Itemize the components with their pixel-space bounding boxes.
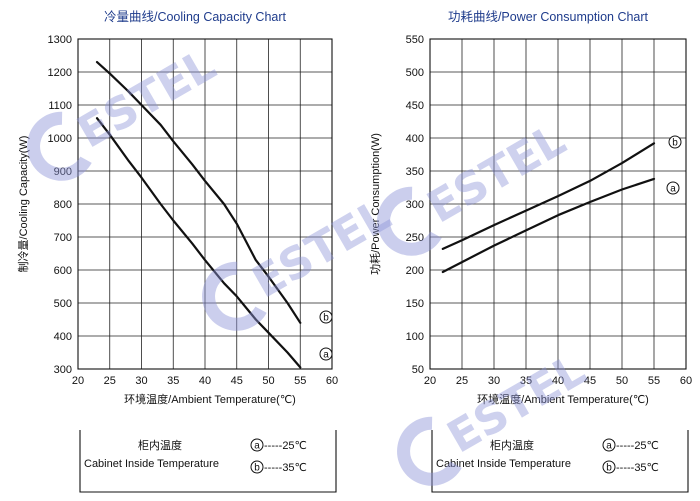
x-tick-label: 50 — [616, 375, 628, 387]
y-tick-label: 150 — [406, 298, 424, 310]
marker-circle — [319, 310, 333, 324]
legend-marker-letter: a — [606, 441, 612, 452]
x-tick-label: 45 — [584, 375, 596, 387]
x-tick-label: 20 — [72, 375, 84, 387]
legend-frame — [79, 430, 337, 493]
y-tick-label: 1000 — [48, 133, 72, 145]
series-marker-b: b — [668, 135, 682, 149]
chart-1: 冷量曲线/Cooling Capacity Chart 20 25 30 35 40 45 5… — [17, 10, 338, 493]
series-line-b — [95, 60, 302, 324]
x-tick-label: 60 — [680, 375, 692, 387]
legend: 柜内温度 Cabinet Inside Temperature a -----25℃ b… — [431, 430, 689, 493]
legend-subtitle: Cabinet Inside Temperature — [436, 458, 571, 470]
legend: 柜内温度 Cabinet Inside Temperature a -----25℃ b… — [79, 430, 337, 493]
y-tick-label: 300 — [54, 364, 72, 376]
watermark-text: ESTEL — [419, 114, 574, 233]
y-tick-label: 1300 — [48, 34, 72, 46]
legend-marker-circle — [602, 460, 616, 474]
legend-marker-circle — [250, 438, 264, 452]
legend-item-b: b -----35℃ — [250, 460, 307, 474]
legend-marker-letter: b — [254, 463, 260, 474]
x-tick-label: 50 — [262, 375, 274, 387]
x-tick-label: 25 — [456, 375, 468, 387]
y-tick-label: 500 — [406, 67, 424, 79]
y-tick-label: 100 — [406, 331, 424, 343]
x-tick-label: 35 — [520, 375, 532, 387]
watermark-logo-icon — [397, 416, 462, 486]
y-tick-label: 600 — [54, 265, 72, 277]
legend-frame — [431, 430, 689, 493]
x-tick-label: 20 — [424, 375, 436, 387]
series-marker-a: a — [666, 181, 680, 195]
y-tick-label: 200 — [406, 265, 424, 277]
series-line-a — [441, 177, 656, 274]
watermark-logo-icon — [377, 186, 442, 256]
legend-item-b: b -----35℃ — [602, 460, 659, 474]
x-tick-label: 45 — [231, 375, 243, 387]
y-tick-label: 400 — [406, 133, 424, 145]
x-axis-label: 环境温度/Ambient Temperature(℃) — [124, 392, 296, 406]
legend-item-label: -----35℃ — [616, 462, 659, 474]
chart-2: 功耗曲线/Power Consumption Chart 20 25 30 35 40 45… — [369, 10, 692, 493]
watermark-logo-icon — [27, 111, 92, 181]
y-tick-label: 500 — [54, 298, 72, 310]
y-tick-label: 350 — [406, 166, 424, 178]
legend-item-label: -----25℃ — [264, 440, 307, 452]
x-tick-label: 30 — [135, 375, 147, 387]
chart-title: 冷量曲线/Cooling Capacity Chart — [104, 10, 287, 24]
y-tick-label: 250 — [406, 232, 424, 244]
x-tick-label: 35 — [167, 375, 179, 387]
legend-marker-letter: b — [606, 463, 612, 474]
marker-circle — [319, 347, 333, 361]
series-marker-b: b — [319, 310, 333, 324]
y-tick-label: 450 — [406, 100, 424, 112]
legend-marker-circle — [602, 438, 616, 452]
x-tick-label: 55 — [648, 375, 660, 387]
chart-layer: 冷量曲线/Cooling Capacity Chart 20 25 30 35 40 45 5… — [17, 10, 692, 493]
legend-item-label: -----35℃ — [264, 462, 307, 474]
watermark-logo-icon — [202, 261, 267, 331]
marker-letter: a — [670, 184, 676, 195]
legend-title: 柜内温度 — [138, 438, 182, 452]
y-tick-label: 900 — [54, 166, 72, 178]
legend-marker-letter: a — [254, 441, 260, 452]
x-tick-label: 25 — [104, 375, 116, 387]
x-axis-label: 环境温度/Ambient Temperature(℃) — [477, 392, 649, 406]
x-tick-label: 60 — [326, 375, 338, 387]
legend-subtitle: Cabinet Inside Temperature — [84, 458, 219, 470]
y-tick-label: 400 — [54, 331, 72, 343]
series-line-b — [441, 142, 656, 250]
y-tick-label: 1100 — [48, 100, 72, 112]
y-tick-label: 1200 — [48, 67, 72, 79]
legend-item-a: a -----25℃ — [602, 438, 659, 452]
y-axis-label: 功耗/Power Consumption(W) — [369, 133, 382, 275]
series-marker-a: a — [319, 347, 333, 361]
plot-frame — [77, 38, 333, 370]
plot-frame — [429, 38, 687, 370]
legend-marker-circle — [250, 460, 264, 474]
y-tick-label: 50 — [412, 364, 424, 376]
series-line-a — [95, 117, 302, 369]
y-tick-label: 300 — [406, 199, 424, 211]
y-tick-label: 800 — [54, 199, 72, 211]
legend-item-a: a -----25℃ — [250, 438, 307, 452]
marker-letter: a — [323, 350, 329, 361]
x-tick-label: 55 — [294, 375, 306, 387]
legend-title: 柜内温度 — [490, 438, 534, 452]
chart-title: 功耗曲线/Power Consumption Chart — [448, 10, 649, 24]
legend-item-label: -----25℃ — [616, 440, 659, 452]
marker-circle — [668, 135, 682, 149]
x-tick-label: 30 — [488, 375, 500, 387]
y-tick-label: 700 — [54, 232, 72, 244]
marker-circle — [666, 181, 680, 195]
marker-letter: b — [672, 138, 678, 149]
x-tick-label: 40 — [552, 375, 564, 387]
y-axis-label: 制冷量/Cooling Capacity(W) — [17, 136, 30, 273]
watermark-text: ESTEL — [69, 39, 224, 158]
x-tick-label: 40 — [199, 375, 211, 387]
marker-letter: b — [323, 313, 329, 324]
y-tick-label: 550 — [406, 34, 424, 46]
